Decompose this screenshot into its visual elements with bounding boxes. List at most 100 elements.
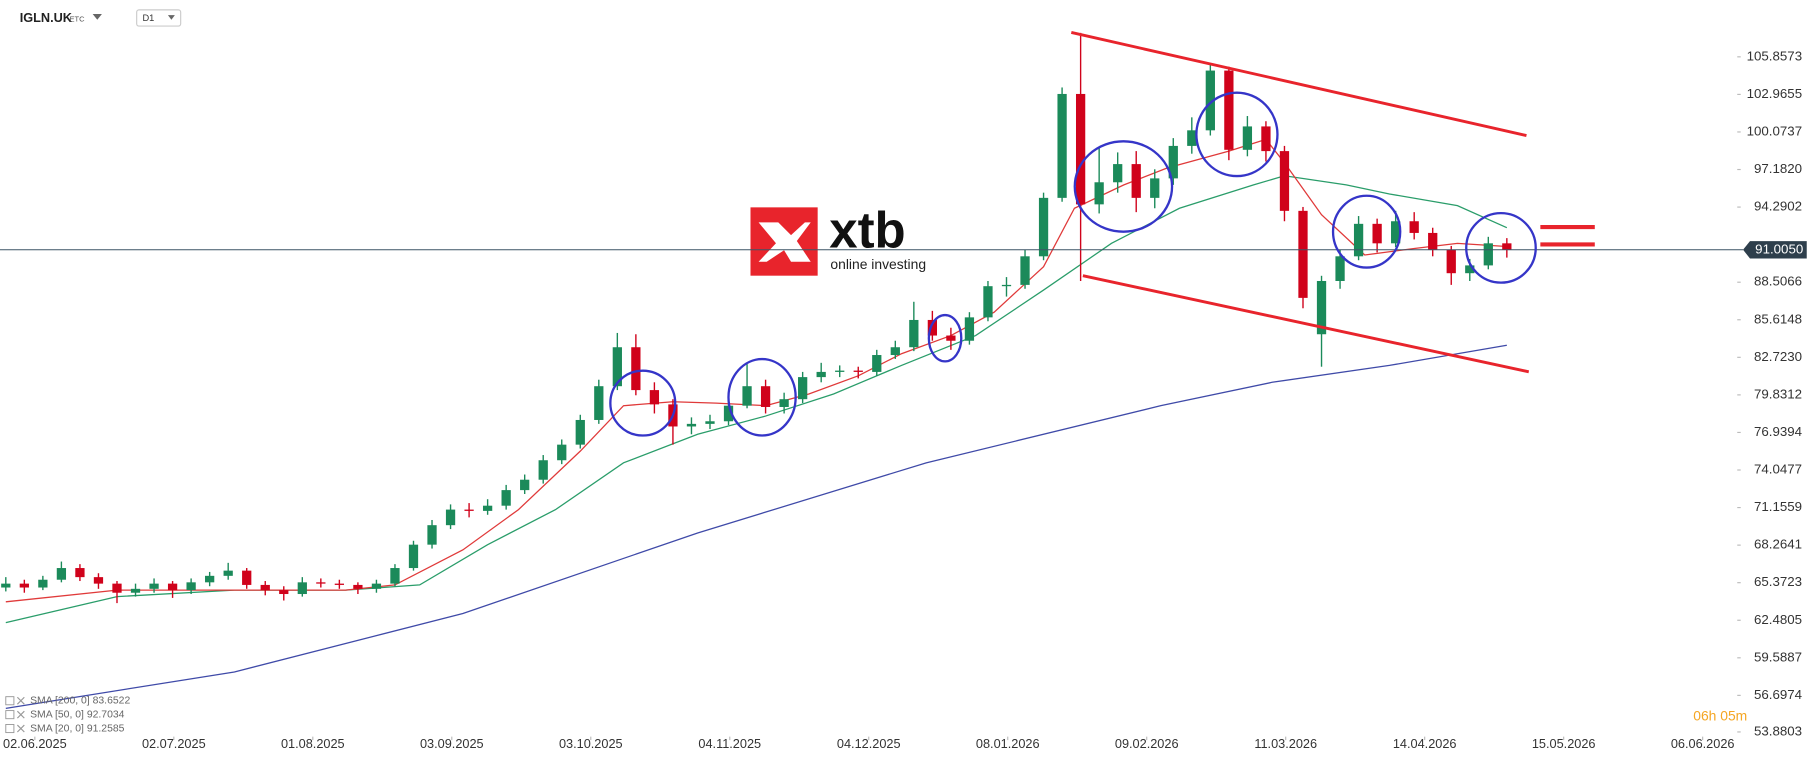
candle-body [427,525,437,545]
highlight-circle [1331,194,1402,269]
candle-body [56,568,67,580]
y-tick-label: 88.5066 [1754,274,1802,289]
highlight-circle [1073,140,1174,233]
candle-body [1057,93,1067,198]
y-tick-label: 76.9394 [1754,424,1802,439]
y-tick-label: 105.8573 [1747,48,1802,63]
y-tick-label: 85.6148 [1754,311,1802,326]
y-tick-label: 65.3723 [1754,574,1802,589]
highlight-circle [1465,211,1537,284]
candle-body [835,370,845,372]
header: IGLN.UK ETC D1 [20,9,182,27]
candle-body [1038,197,1049,257]
candle-body [1372,223,1382,244]
x-tick-label: 04.11.2025 [698,736,761,751]
candle-body [1261,126,1271,152]
candle-body [1113,164,1123,183]
logo-x [758,222,811,262]
candle-body [1316,280,1327,335]
candle-body [186,582,196,591]
legend-icon [5,696,15,706]
candle-body [149,583,159,589]
candle-body [1187,130,1197,146]
candle-body [612,347,622,387]
highlight-circle [1195,91,1279,178]
legend-icon [5,724,15,734]
candle-body [464,509,474,511]
y-tick-label: 74.0477 [1754,462,1802,477]
legend-remove[interactable] [16,696,25,705]
candle-body [575,419,585,445]
candle-body [853,370,863,372]
x-tick-label: 02.06.2025 [3,736,67,751]
y-tick-label: 97.1820 [1754,161,1802,176]
interval-select[interactable] [136,9,182,27]
last-price-box [1743,241,1807,259]
candle-body [520,479,530,491]
y-tick-label: 59.5887 [1754,649,1802,664]
candle-body [594,386,604,420]
sma-line [5,175,1508,624]
candle-body [1483,243,1493,266]
y-tick-label: 79.8312 [1754,386,1802,401]
x-tick-label: 02.07.2025 [142,736,206,751]
candle-body [909,319,919,348]
candle-body [631,347,641,391]
logo-brand: xtb [829,201,905,258]
legend-name: SMA [200, 0] [30,695,90,706]
legend-entry: SMA [20, 0] 91.2585 [30,723,125,734]
x-tick-label: 03.10.2025 [559,736,623,751]
candle-body [1168,145,1178,179]
legend-name: SMA [50, 0] [30,709,84,720]
candle-body [1391,221,1401,244]
candle-body [1502,243,1512,250]
candle-body [334,583,345,585]
x-tick-label: 14.04.2026 [1393,736,1457,751]
candle-body [279,590,289,595]
highlight-circle [609,369,677,437]
candle-body [1465,265,1475,274]
candle-body [798,377,808,400]
candle-body [1409,221,1419,233]
candle-body [353,584,363,589]
legend-remove[interactable] [16,710,25,719]
legend-value: 91.2585 [87,723,125,734]
legend-remove[interactable] [16,724,25,733]
candle-body [223,570,233,576]
candle-body [1075,93,1086,205]
candle-body [1150,178,1160,198]
channel-upper [1070,31,1527,137]
candle-body [167,583,178,591]
y-tick-label: 62.4805 [1754,612,1802,627]
candle-body [816,371,826,378]
candle-body [927,319,938,336]
candle-body [1298,210,1308,298]
interval: D1 [142,13,154,23]
axes: 53.8803 56.6974 59.5887 62.4805 65.3723 68.26… [3,48,1807,751]
candle-body [482,505,493,511]
candle-body [1428,232,1438,250]
candle-body [890,347,900,356]
symbol-class: ETC [69,15,85,24]
candle-body [1205,70,1215,131]
sma-line [5,344,1507,709]
candle-body [1001,284,1012,287]
x-tick-label: 06.06.2026 [1671,736,1735,751]
last-price-label: 91.0050 [1755,241,1803,256]
legend-value: 83.6522 [93,695,131,706]
candle-body [1335,256,1345,281]
symbol-dropdown[interactable] [92,13,102,20]
candle-body [705,421,715,424]
annotations [609,31,1595,437]
candle-body [1279,151,1290,211]
candle-body [1446,249,1456,274]
highlight-circle [927,313,963,363]
candle-body [742,386,752,406]
candle-body [983,286,993,318]
candle-body [779,399,789,407]
candle-body [1,583,11,588]
candle-body [75,568,85,578]
sma-line [5,138,1507,603]
y-tick-label: 71.1559 [1754,499,1802,514]
